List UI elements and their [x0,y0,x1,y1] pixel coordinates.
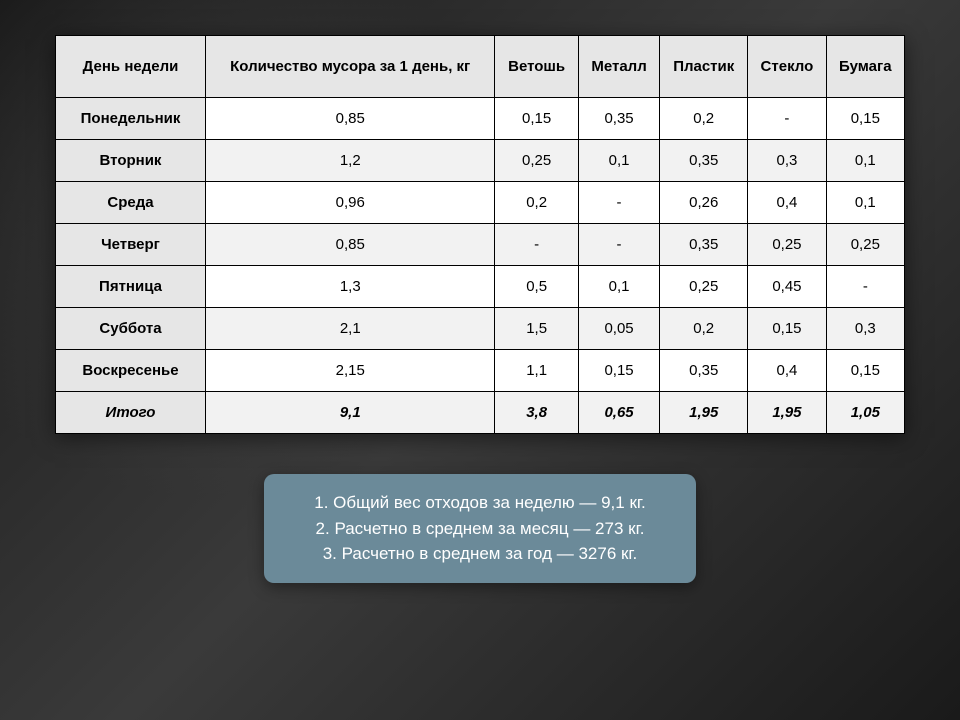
table-cell: 0,25 [826,224,904,266]
table-cell: Пятница [56,266,206,308]
col-plastic: Пластик [660,36,748,98]
table-cell: Понедельник [56,98,206,140]
table-cell: 0,2 [660,98,748,140]
table-cell: 0,35 [660,350,748,392]
table-cell: 0,96 [206,182,495,224]
table-cell: 0,15 [826,98,904,140]
table-cell: Итого [56,392,206,434]
table-cell: 0,05 [578,308,659,350]
col-glass: Стекло [748,36,826,98]
summary-line-3: 3. Расчетно в среднем за год — 3276 кг. [314,541,645,567]
table-cell: 0,85 [206,98,495,140]
table-cell: 1,05 [826,392,904,434]
table-row: Вторник1,20,250,10,350,30,1 [56,140,905,182]
table-cell: - [495,224,578,266]
table-cell: 1,1 [495,350,578,392]
table-row: Суббота2,11,50,050,20,150,3 [56,308,905,350]
table-cell: 2,1 [206,308,495,350]
table-cell: 0,45 [748,266,826,308]
table-cell: 0,3 [826,308,904,350]
table-cell: 1,2 [206,140,495,182]
table-body: Понедельник0,850,150,350,2-0,15Вторник1,… [56,98,905,434]
table-cell: 0,15 [826,350,904,392]
table-cell: 1,95 [660,392,748,434]
summary-line-2: 2. Расчетно в среднем за месяц — 273 кг. [314,516,645,542]
table-cell: Суббота [56,308,206,350]
col-total: Количество мусора за 1 день, кг [206,36,495,98]
table-cell: 3,8 [495,392,578,434]
table-row: Среда0,960,2-0,260,40,1 [56,182,905,224]
table-cell: 0,4 [748,350,826,392]
table-cell: 0,3 [748,140,826,182]
col-rags: Ветошь [495,36,578,98]
table-cell: 0,2 [660,308,748,350]
table-cell: 0,1 [578,140,659,182]
summary-line-1: 1. Общий вес отходов за неделю — 9,1 кг. [314,490,645,516]
table-cell: Среда [56,182,206,224]
table-cell: 1,95 [748,392,826,434]
table-cell: 1,3 [206,266,495,308]
summary-box: 1. Общий вес отходов за неделю — 9,1 кг.… [264,474,695,583]
col-day: День недели [56,36,206,98]
table-row: Воскресенье2,151,10,150,350,40,15 [56,350,905,392]
table-cell: 9,1 [206,392,495,434]
table-cell: Четверг [56,224,206,266]
table-cell: 0,35 [660,140,748,182]
table-cell: 0,1 [826,140,904,182]
table-cell: 0,25 [495,140,578,182]
table-cell: - [578,224,659,266]
table-row: Четверг0,85--0,350,250,25 [56,224,905,266]
table-cell: 0,25 [660,266,748,308]
table-cell: 0,15 [578,350,659,392]
col-metal: Металл [578,36,659,98]
col-paper: Бумага [826,36,904,98]
table-cell: 0,2 [495,182,578,224]
table-cell: Вторник [56,140,206,182]
table-cell: - [578,182,659,224]
table-cell: 0,5 [495,266,578,308]
table-cell: 0,35 [660,224,748,266]
table-cell: - [748,98,826,140]
table-cell: 0,1 [826,182,904,224]
table-total-row: Итого9,13,80,651,951,951,05 [56,392,905,434]
table-cell: Воскресенье [56,350,206,392]
table-cell: 0,35 [578,98,659,140]
table-cell: 0,4 [748,182,826,224]
table-row: Пятница1,30,50,10,250,45- [56,266,905,308]
table-cell: - [826,266,904,308]
waste-table: День недели Количество мусора за 1 день,… [55,35,905,434]
table-row: Понедельник0,850,150,350,2-0,15 [56,98,905,140]
table-header-row: День недели Количество мусора за 1 день,… [56,36,905,98]
table-cell: 1,5 [495,308,578,350]
table-cell: 0,15 [748,308,826,350]
table-cell: 0,65 [578,392,659,434]
table-cell: 0,25 [748,224,826,266]
table-cell: 0,15 [495,98,578,140]
table-cell: 0,85 [206,224,495,266]
table-cell: 0,1 [578,266,659,308]
table-cell: 0,26 [660,182,748,224]
table-cell: 2,15 [206,350,495,392]
